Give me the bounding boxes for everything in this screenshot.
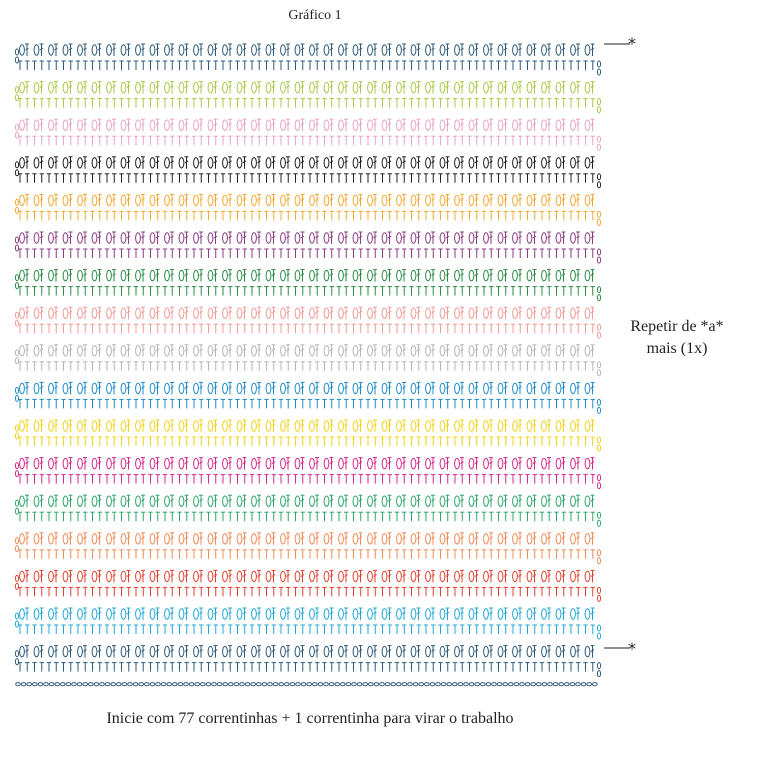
repeat-instruction-line-1: Repetir de *a* [612,316,742,338]
repeat-end-marker: * [628,641,636,657]
stitch-row [14,457,602,490]
stitch-row [14,118,602,151]
stitch-row [14,269,602,302]
stitch-row [14,381,602,414]
stitch-row [14,193,602,226]
stitch-row [14,81,602,114]
repeat-instruction-line-2: mais (1x) [612,338,742,360]
stitch-row [14,306,602,339]
stitch-row [14,156,602,189]
stitch-row [14,419,602,452]
stitch-row [14,344,602,377]
stitch-row [14,645,602,678]
chart-footer-instruction: Inicie com 77 correntinhas + 1 correntin… [30,710,590,728]
stitch-row [14,43,602,76]
repeat-instruction: Repetir de *a* mais (1x) [612,316,742,360]
foundation-chain-row [15,682,598,687]
stitch-row [14,231,602,264]
chart-title: Gráfico 1 [250,8,380,24]
repeat-start-marker: * [628,36,636,52]
stitch-row [14,569,602,602]
stitch-row [14,494,602,527]
stitch-row [14,532,602,565]
repeat-bracket [604,43,630,649]
stitch-row [14,607,602,640]
